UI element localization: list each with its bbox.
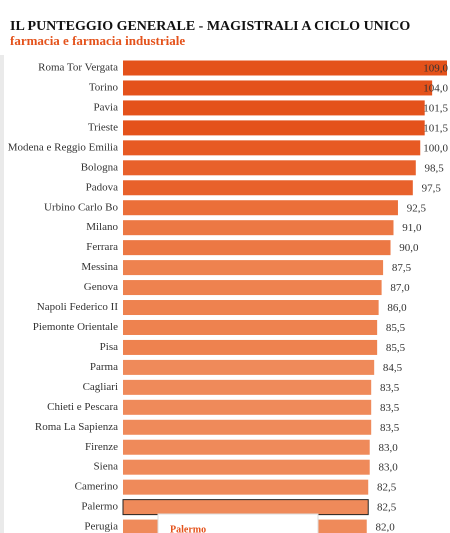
value-label: 87,5 (392, 262, 412, 274)
bar (123, 319, 378, 335)
category-label: Chieti e Pescara (47, 401, 118, 413)
bar (123, 80, 433, 96)
bar (123, 160, 416, 176)
chart-title: IL PUNTEGGIO GENERALE - MAGISTRALI A CIC… (10, 19, 410, 34)
category-label: Pisa (100, 341, 118, 353)
category-label: Ferrara (86, 241, 118, 253)
bar (122, 499, 369, 516)
category-label: Milano (86, 221, 118, 233)
category-label: Trieste (88, 121, 118, 133)
category-label: Pavia (94, 101, 119, 113)
value-label: 82,0 (375, 522, 395, 533)
bar (123, 120, 425, 136)
bar (123, 200, 398, 216)
value-label: 97,5 (422, 182, 442, 194)
tooltip-box (157, 513, 319, 533)
tooltip-title: Palermo (170, 524, 206, 533)
category-label: Padova (86, 181, 119, 193)
value-label: 83,0 (378, 442, 398, 454)
category-label: Modena e Reggio Emilia (8, 141, 118, 153)
bar (123, 240, 391, 256)
category-label: Genova (84, 281, 118, 293)
value-label: 101,5 (423, 102, 448, 114)
value-label: 104,0 (423, 82, 448, 94)
bar (123, 359, 375, 375)
bar (123, 439, 370, 455)
bar (123, 100, 425, 116)
category-label: Siena (94, 461, 119, 473)
category-label: Bologna (81, 161, 118, 173)
value-label: 85,5 (386, 322, 406, 334)
category-label: Cagliari (83, 381, 118, 393)
bar (123, 459, 370, 475)
margin (0, 55, 4, 533)
category-label: Palermo (81, 501, 118, 513)
value-label: 83,5 (380, 402, 400, 414)
category-label: Torino (89, 81, 119, 93)
category-label: Roma Tor Vergata (38, 62, 118, 74)
category-label: Messina (81, 261, 118, 273)
value-label: 98,5 (425, 162, 445, 174)
value-label: 90,0 (399, 242, 419, 254)
value-label: 109,0 (423, 63, 448, 75)
category-label: Roma La Sapienza (35, 421, 118, 433)
value-label: 101,5 (423, 122, 448, 134)
category-label: Urbino Carlo Bo (44, 201, 118, 213)
bar (123, 260, 384, 276)
value-label: 85,5 (386, 342, 406, 354)
bar (123, 140, 421, 156)
bar (123, 60, 447, 76)
value-label: 82,5 (377, 482, 397, 494)
value-label: 82,5 (377, 502, 397, 514)
category-label: Perugia (84, 521, 118, 533)
category-label: Parma (90, 361, 118, 373)
category-label: Napoli Federico II (37, 301, 119, 313)
bar (123, 220, 394, 236)
chart-subtitle: farmacia e farmacia industriale (10, 33, 185, 48)
value-label: 84,5 (383, 362, 403, 374)
bar (123, 399, 372, 415)
bar (123, 479, 369, 495)
value-label: 92,5 (407, 202, 427, 214)
bar (123, 419, 372, 435)
bar (123, 300, 379, 316)
value-label: 100,0 (423, 142, 448, 154)
category-label: Firenze (85, 441, 118, 453)
category-label: Camerino (75, 481, 119, 493)
value-label: 83,0 (378, 462, 398, 474)
value-label: 91,0 (402, 222, 422, 234)
value-label: 83,5 (380, 422, 400, 434)
bar (123, 280, 382, 296)
bar (123, 339, 378, 355)
value-label: 86,0 (387, 302, 407, 314)
bar (123, 379, 372, 395)
category-label: Piemonte Orientale (33, 321, 118, 333)
bar (123, 180, 413, 196)
value-label: 83,5 (380, 382, 400, 394)
value-label: 87,0 (390, 282, 410, 294)
